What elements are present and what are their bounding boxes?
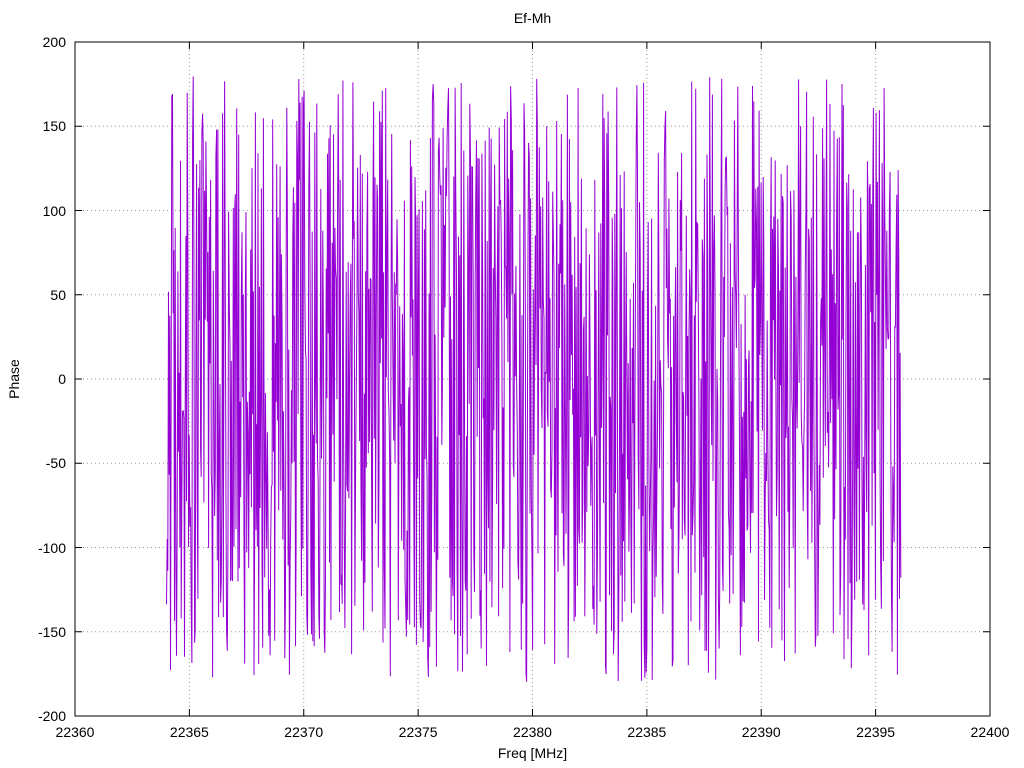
y-tick-label: 150 xyxy=(42,118,66,135)
chart-title: Ef-Mh xyxy=(513,10,552,26)
y-tick-label: 100 xyxy=(42,202,66,219)
x-tick-label: 22370 xyxy=(284,724,324,740)
x-tick-label: 22400 xyxy=(970,724,1010,740)
plot-border xyxy=(74,41,991,717)
x-tick-label: 22390 xyxy=(741,724,781,740)
y-tick-label: 200 xyxy=(42,34,66,50)
y-tick-label: -150 xyxy=(37,623,66,640)
x-tick-label: 22365 xyxy=(169,724,209,740)
y-tick-label: 50 xyxy=(50,286,66,303)
x-tick-label: 22375 xyxy=(398,724,438,740)
data-polyline xyxy=(166,76,902,682)
x-tick-label: 22385 xyxy=(627,724,667,740)
y-tick-label: -100 xyxy=(37,539,66,556)
x-tick-label: 22380 xyxy=(513,724,552,740)
x-tick-label: 22360 xyxy=(55,724,95,740)
x-axis-label: Freq [MHz] xyxy=(497,745,568,761)
y-tick-label: 0 xyxy=(58,371,66,387)
y-tick-label: -50 xyxy=(45,455,66,472)
y-tick-label: -200 xyxy=(37,708,66,724)
x-tick-label: 22395 xyxy=(856,724,896,740)
